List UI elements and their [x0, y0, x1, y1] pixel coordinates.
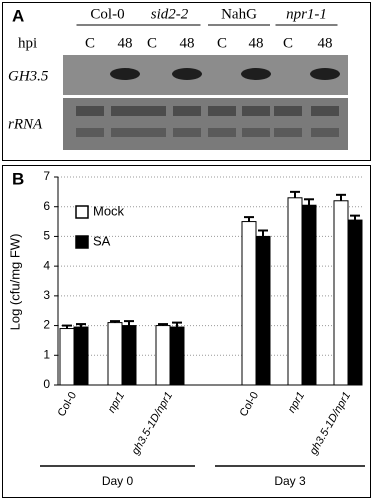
lane-label: 48 [118, 35, 133, 51]
rrna-band [173, 128, 201, 137]
bar [333, 200, 349, 386]
y-tick-label: 7 [43, 169, 50, 183]
lane-label: 48 [180, 35, 195, 51]
x-tick-label: Col-0 [238, 390, 262, 419]
rrna-band [111, 106, 139, 116]
x-tick-label: npr1 [106, 390, 127, 415]
lane-label: 48 [318, 35, 333, 51]
x-tick-label: gh3.5-1D/npr1 [308, 390, 354, 457]
y-tick-label: 0 [43, 377, 50, 391]
bar [59, 328, 75, 386]
legend-label: Mock [93, 203, 125, 218]
genotype-label: sid2-2 [151, 6, 189, 22]
bar [301, 204, 317, 386]
y-tick-label: 2 [43, 318, 50, 332]
bar [287, 197, 303, 386]
y-axis-title: Log (cfu/mg FW) [7, 234, 22, 331]
panel-b-frame [2, 165, 371, 498]
rrna-band [274, 106, 302, 116]
blot-band [110, 68, 140, 80]
lane-label: C [147, 35, 157, 51]
rrna-band [138, 106, 166, 116]
time-label: hpi [18, 35, 37, 51]
blot-band [310, 68, 340, 80]
panel-label: B [12, 169, 24, 188]
y-tick-label: 1 [43, 347, 50, 361]
y-tick-label: 6 [43, 199, 50, 213]
rrna-band [311, 128, 339, 137]
rrna-band [208, 128, 236, 137]
rrna-band [111, 128, 139, 137]
genotype-label: NahG [221, 6, 257, 22]
rrna-band [138, 128, 166, 137]
rrna-band [173, 106, 201, 116]
genotype-label: Col-0 [90, 6, 124, 22]
y-tick-label: 5 [43, 229, 50, 243]
bar [255, 235, 271, 386]
panel-a-frame [2, 2, 371, 161]
blot-gh3 [63, 55, 348, 95]
y-tick-label: 3 [43, 288, 50, 302]
bar [121, 325, 137, 386]
rrna-band [242, 106, 270, 116]
legend-label: SA [93, 233, 111, 248]
bar [155, 325, 171, 386]
x-tick-label: gh3.5-1D/npr1 [130, 390, 176, 457]
group-label: Day 0 [102, 474, 134, 488]
bar [169, 326, 185, 386]
panel-label: A [12, 6, 24, 25]
y-tick-label: 4 [43, 258, 50, 272]
lane-label: 48 [249, 35, 264, 51]
blot-band [241, 68, 271, 80]
rrna-band [274, 128, 302, 137]
rrna-band [76, 106, 104, 116]
rrna-band [311, 106, 339, 116]
group-label: Day 3 [274, 474, 306, 488]
rrna-band [242, 128, 270, 137]
bar [347, 219, 363, 386]
row-label: rRNA [8, 116, 43, 132]
rrna-band [208, 106, 236, 116]
blot-band [172, 68, 202, 80]
bar [241, 221, 257, 386]
blot-rrna [63, 98, 348, 150]
legend-swatch [75, 205, 89, 219]
rrna-band [76, 128, 104, 137]
x-tick-label: Col-0 [56, 390, 80, 419]
bar [73, 326, 89, 386]
x-tick-label: npr1 [286, 390, 307, 415]
bar [107, 322, 123, 386]
row-label: GH3.5 [8, 68, 49, 84]
lane-label: C [283, 35, 293, 51]
lane-label: C [217, 35, 227, 51]
genotype-label: npr1-1 [286, 6, 327, 22]
legend-swatch [75, 235, 89, 249]
lane-label: C [85, 35, 95, 51]
